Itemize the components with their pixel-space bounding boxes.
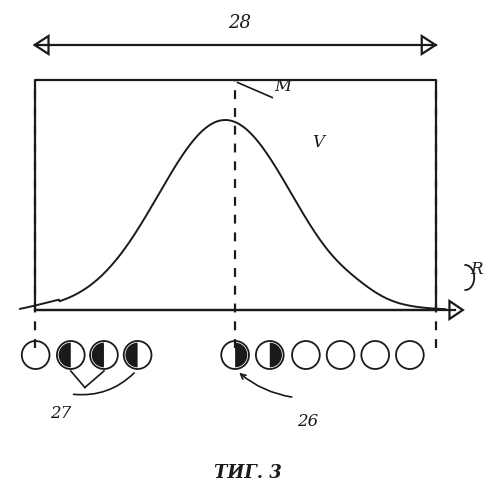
Text: ΤИГ. 3: ΤИГ. 3 — [214, 464, 281, 481]
Wedge shape — [270, 342, 282, 367]
Wedge shape — [235, 342, 248, 367]
Text: M: M — [275, 78, 292, 95]
Text: V: V — [312, 134, 324, 151]
Text: R: R — [470, 262, 483, 278]
Text: 26: 26 — [297, 412, 318, 430]
Wedge shape — [58, 342, 71, 367]
Text: 28: 28 — [229, 14, 251, 32]
Wedge shape — [92, 342, 104, 367]
Text: 27: 27 — [50, 405, 71, 422]
Wedge shape — [125, 342, 138, 367]
